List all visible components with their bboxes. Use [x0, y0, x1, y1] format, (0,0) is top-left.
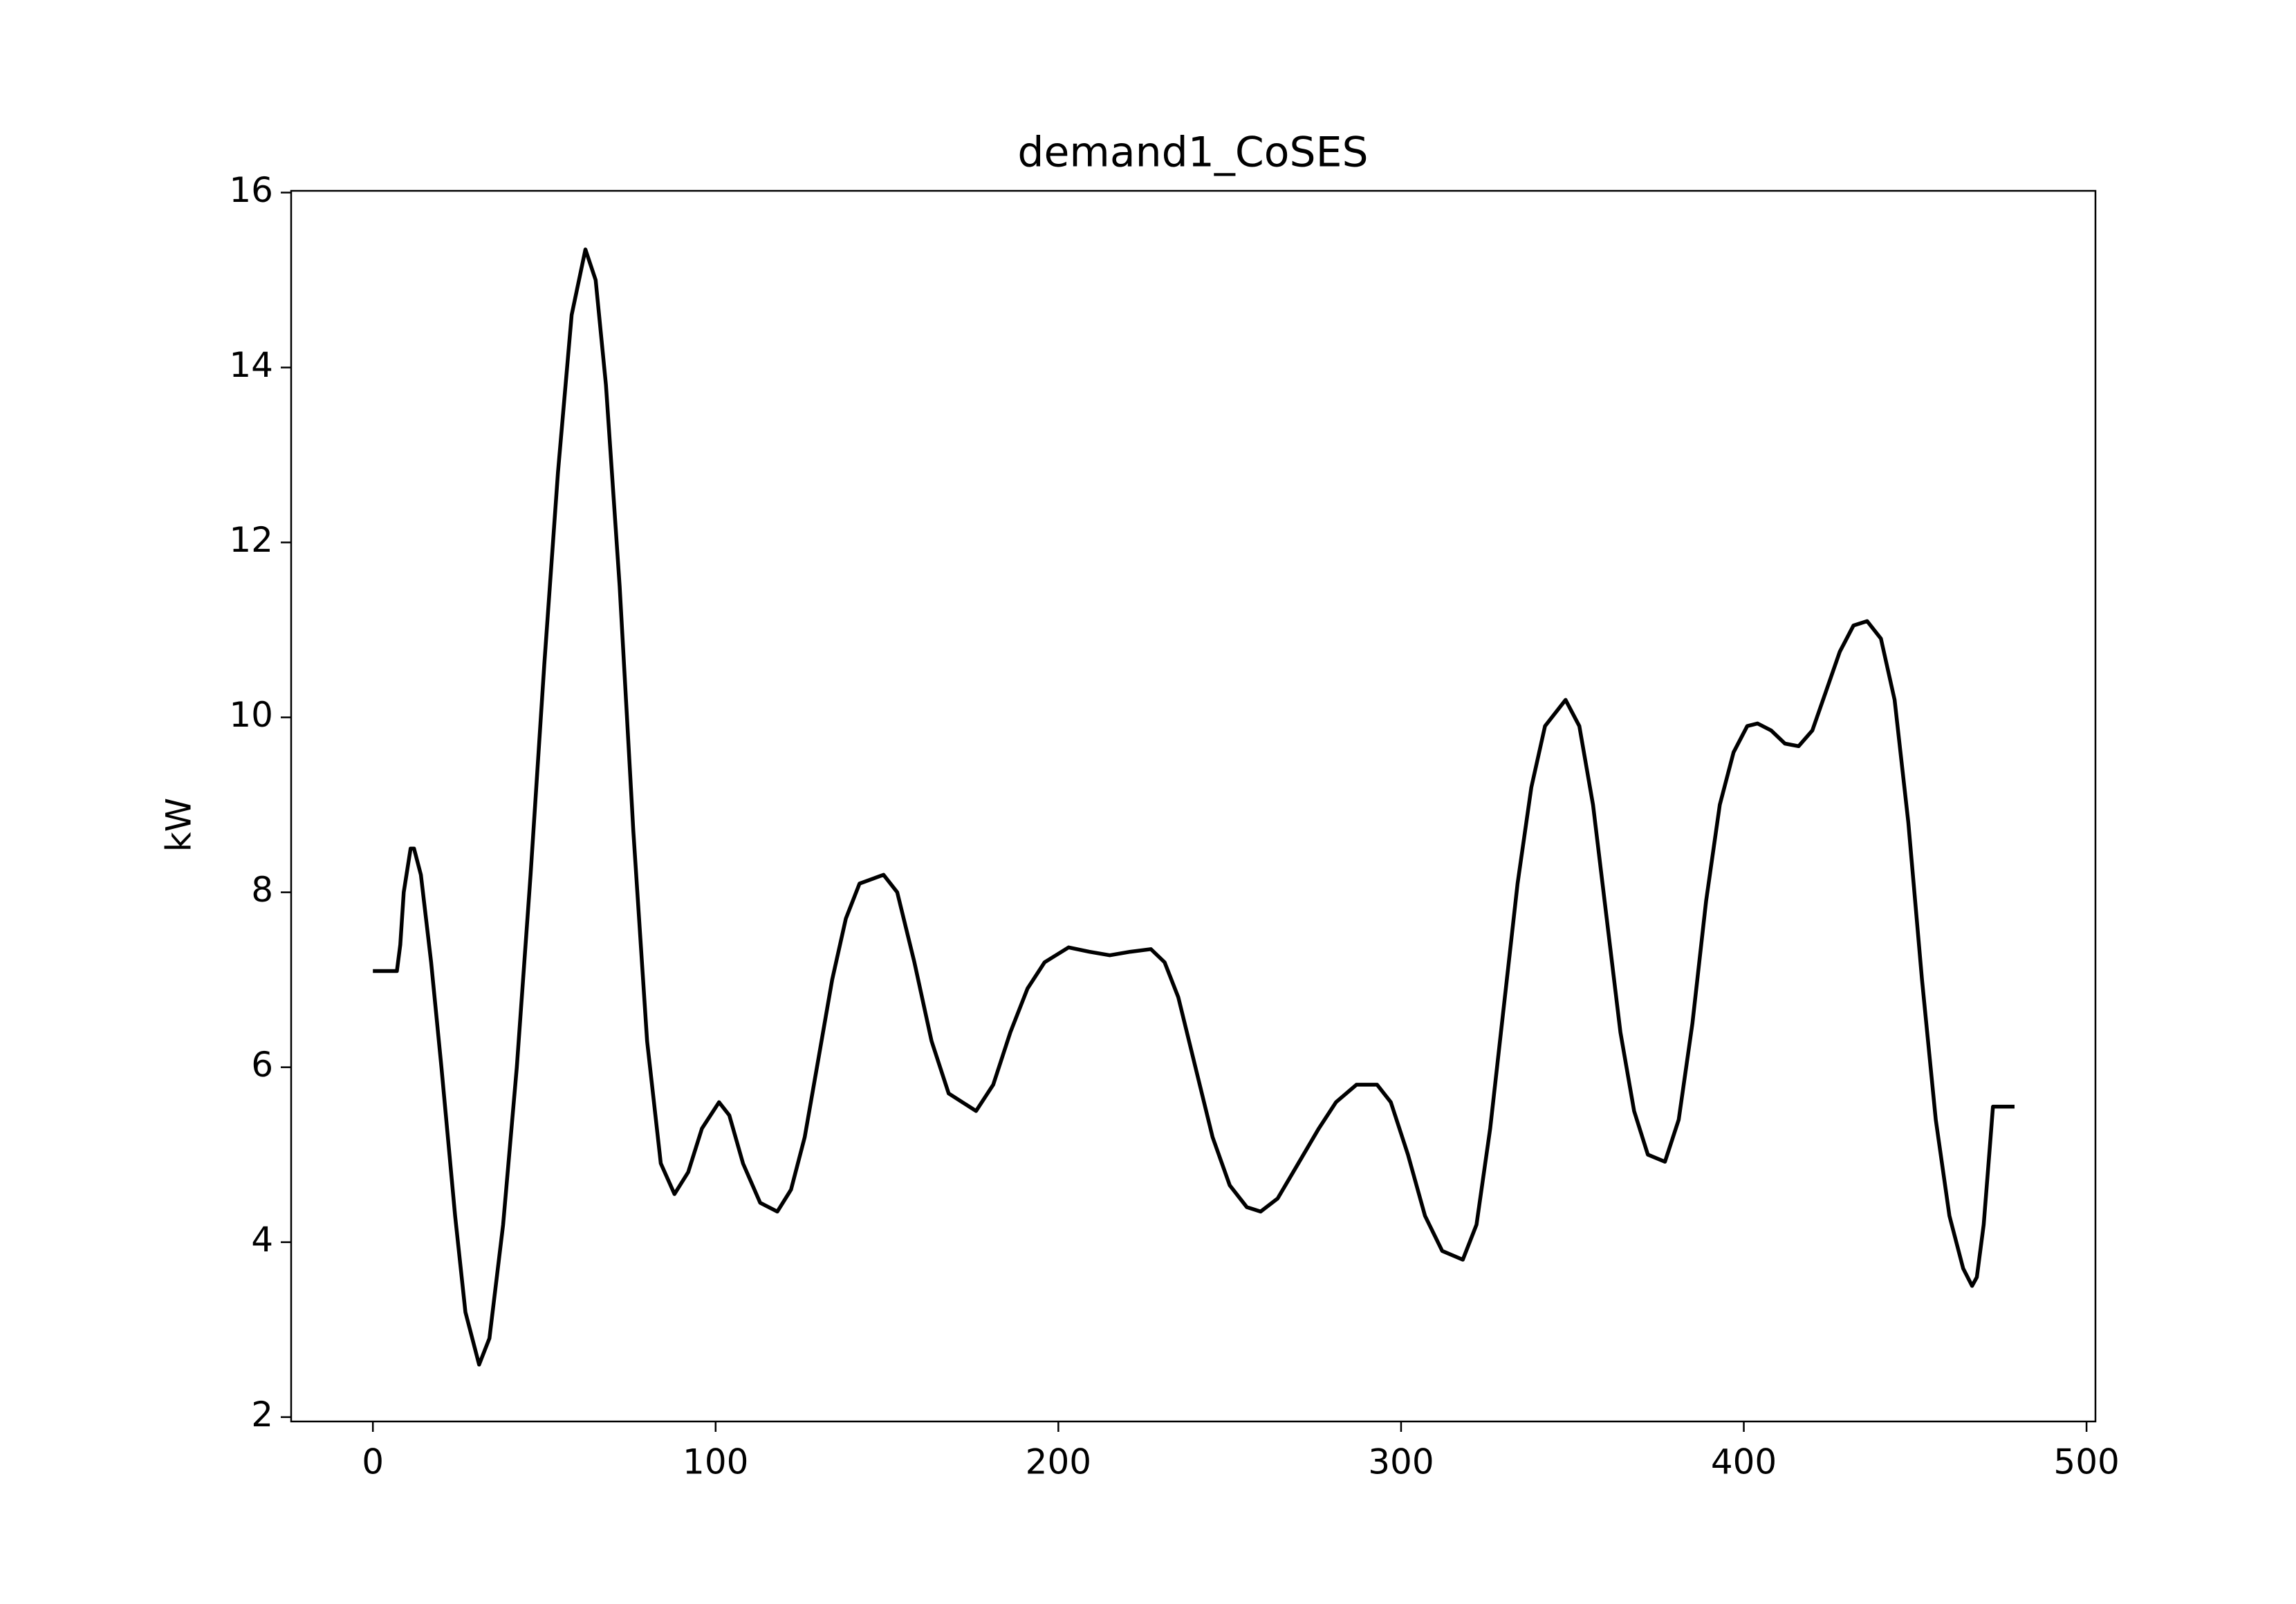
y-tick-label: 4 [251, 1220, 273, 1260]
x-tick-label: 500 [2053, 1442, 2119, 1482]
y-tick-label: 12 [229, 520, 273, 560]
x-tick-label: 200 [1026, 1442, 1091, 1482]
line-series [373, 248, 2015, 1367]
y-tick-label: 8 [251, 870, 273, 910]
x-tick-label: 100 [683, 1442, 748, 1482]
y-tick-label: 2 [251, 1395, 273, 1435]
y-tick-label: 16 [229, 170, 273, 210]
y-axis-label: kW [159, 798, 199, 852]
chart-title: demand1_CoSES [1017, 129, 1368, 177]
plot-frame [290, 189, 2097, 1423]
y-tick-label: 10 [229, 695, 273, 735]
x-tick-label: 400 [1711, 1442, 1777, 1482]
x-tick-label: 300 [1368, 1442, 1434, 1482]
x-tick-label: 0 [362, 1442, 384, 1482]
y-tick-label: 14 [229, 345, 273, 385]
y-tick-label: 6 [251, 1045, 273, 1085]
